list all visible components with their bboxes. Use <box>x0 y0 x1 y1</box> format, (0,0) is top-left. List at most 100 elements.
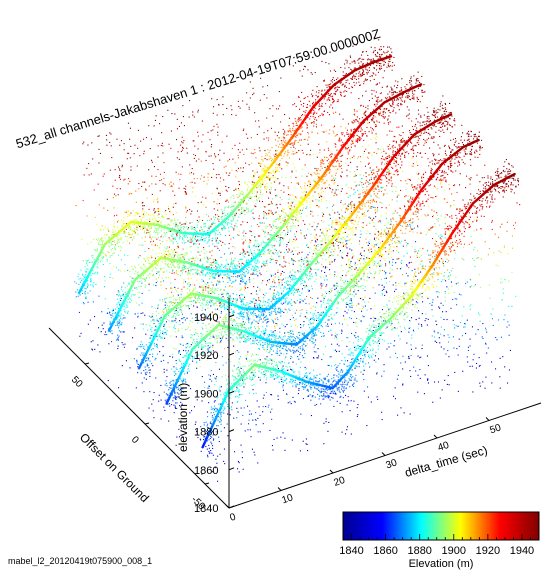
data-point <box>251 209 253 211</box>
data-point <box>407 275 409 277</box>
data-point <box>116 235 118 237</box>
data-point <box>109 276 111 278</box>
data-point <box>215 274 217 276</box>
data-point <box>191 296 193 298</box>
data-point <box>151 218 153 220</box>
data-point <box>377 52 379 54</box>
data-point <box>400 180 402 182</box>
data-point <box>207 290 209 292</box>
data-point <box>169 186 171 188</box>
data-point <box>193 153 195 155</box>
data-point <box>162 314 164 316</box>
data-point <box>270 127 272 129</box>
data-point <box>350 299 352 301</box>
data-point <box>386 227 388 229</box>
data-point <box>131 300 133 302</box>
data-point <box>101 239 103 241</box>
data-point <box>242 252 244 254</box>
data-point <box>96 249 98 251</box>
data-point <box>233 202 235 204</box>
data-point <box>215 237 217 239</box>
data-point <box>373 63 375 65</box>
data-point <box>311 199 313 201</box>
data-point <box>149 228 151 230</box>
data-point <box>182 235 184 237</box>
data-point <box>97 271 99 273</box>
data-point <box>365 90 367 92</box>
data-point <box>331 255 333 257</box>
data-point <box>411 126 413 128</box>
data-point <box>369 152 371 154</box>
data-point <box>212 344 214 346</box>
data-point <box>325 103 327 105</box>
data-point <box>317 192 319 194</box>
data-point <box>295 152 297 154</box>
data-point <box>294 225 296 227</box>
data-point <box>356 134 358 136</box>
data-point <box>168 296 170 298</box>
data-point <box>149 375 151 377</box>
data-point <box>284 282 286 284</box>
data-point <box>387 233 389 235</box>
data-point <box>317 261 319 263</box>
data-point <box>385 290 387 292</box>
data-point <box>261 179 263 181</box>
data-point <box>233 260 235 262</box>
data-point <box>265 155 267 157</box>
data-point <box>188 259 190 261</box>
data-point <box>436 218 438 220</box>
data-point <box>264 235 266 237</box>
data-point <box>252 265 254 267</box>
data-point <box>213 219 215 221</box>
data-point <box>191 228 193 230</box>
data-point <box>234 144 236 146</box>
data-point <box>344 84 346 86</box>
data-point <box>363 73 365 75</box>
data-point <box>135 270 137 272</box>
data-point <box>299 70 301 72</box>
data-point <box>383 110 385 112</box>
data-point <box>403 101 405 103</box>
data-point <box>186 231 188 233</box>
data-point <box>358 62 360 64</box>
data-point <box>162 116 164 118</box>
data-point <box>162 183 164 185</box>
data-point <box>279 233 281 235</box>
data-point <box>138 183 140 185</box>
data-point <box>367 58 369 60</box>
data-point <box>435 131 437 133</box>
data-point <box>179 405 181 407</box>
data-point <box>255 120 257 122</box>
data-point <box>207 261 209 263</box>
data-point <box>330 93 332 95</box>
data-point <box>95 238 97 240</box>
data-point <box>104 237 106 239</box>
data-point <box>349 267 351 269</box>
data-point <box>314 180 316 182</box>
data-point <box>114 248 116 250</box>
data-point <box>407 225 409 227</box>
data-point <box>286 297 288 299</box>
data-point <box>141 226 143 228</box>
data-point <box>252 208 254 210</box>
data-point <box>332 165 334 167</box>
data-point <box>387 65 389 67</box>
data-point <box>272 234 274 236</box>
data-point <box>384 116 386 118</box>
data-point <box>215 261 217 263</box>
data-point <box>103 229 105 231</box>
data-point <box>287 186 289 188</box>
data-point <box>386 180 388 182</box>
data-point <box>341 209 343 211</box>
data-point <box>142 210 144 212</box>
data-point <box>285 224 287 226</box>
data-point <box>264 186 266 188</box>
data-point <box>201 229 203 231</box>
data-point <box>373 78 375 80</box>
data-point <box>272 331 274 333</box>
data-point <box>292 201 294 203</box>
data-point <box>334 93 336 95</box>
data-point <box>307 254 309 256</box>
data-point <box>326 86 328 88</box>
data-point <box>183 187 185 189</box>
